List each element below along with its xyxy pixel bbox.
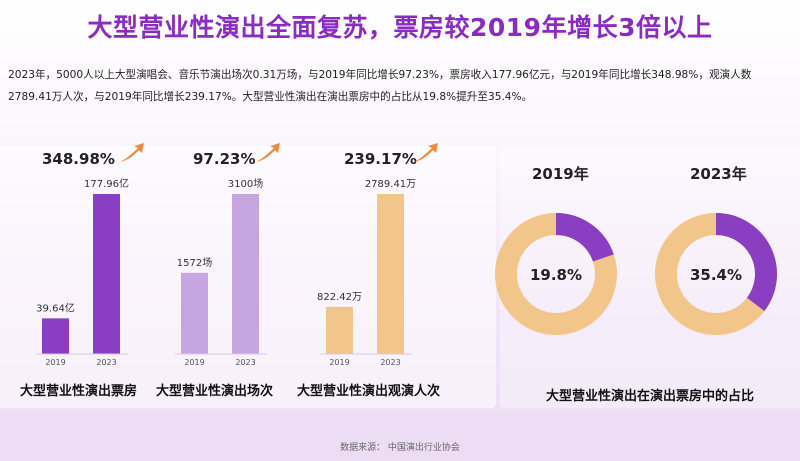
shows-chart-title: 大型营业性演出场次 xyxy=(156,384,274,399)
audience-chart-title: 大型营业性演出观演人次 xyxy=(297,384,441,399)
donut-2023-year: 2023年 xyxy=(690,165,747,183)
revenue-category-label-2019: 2019 xyxy=(45,358,65,367)
shows-value-label-2019: 1572场 xyxy=(177,256,212,269)
page-title: 大型营业性演出全面复苏，票房较2019年增长3倍以上 xyxy=(87,13,713,42)
revenue-bar-2023 xyxy=(93,194,120,354)
donut-share-slice-0 xyxy=(555,213,614,263)
audience-category-label-2023: 2023 xyxy=(380,358,400,367)
shows-bar-2023 xyxy=(232,194,259,354)
donut-center-label-0: 19.8% xyxy=(530,266,582,284)
donut-center-label-1: 35.4% xyxy=(690,266,742,284)
audience-value-label-2023: 2789.41万 xyxy=(365,179,416,190)
revenue-category-label-2023: 2023 xyxy=(96,358,116,367)
audience-growth-label: 239.17% xyxy=(344,150,417,168)
donut-share-slice-1 xyxy=(715,213,777,312)
donut-2019-year: 2019年 xyxy=(532,165,589,183)
data-source: 数据来源： 中国演出行业协会 xyxy=(340,443,460,453)
revenue-bar-2019 xyxy=(42,318,69,354)
audience-bar-2019 xyxy=(326,306,353,354)
shows-growth-arrow-icon xyxy=(256,143,280,162)
audience-bar-2023 xyxy=(377,194,404,354)
shows-category-label-2019: 2019 xyxy=(184,358,204,367)
shows-value-label-2023: 3100场 xyxy=(228,177,263,190)
shows-growth-label: 97.23% xyxy=(193,150,256,168)
donut-charts-panel xyxy=(500,146,800,408)
share-chart-title: 大型营业性演出在演出票房中的占比 xyxy=(545,389,754,404)
shows-bar-2019 xyxy=(181,272,208,354)
revenue-chart-title: 大型营业性演出票房 xyxy=(20,384,138,399)
revenue-value-label-2019: 39.64亿 xyxy=(36,301,75,314)
shows-category-label-2023: 2023 xyxy=(235,358,255,367)
revenue-value-label-2023: 177.96亿 xyxy=(84,177,129,190)
description-text: 2023年，5000人以上大型演唱会、音乐节演出场次0.31万场，与2019年同… xyxy=(8,69,752,103)
audience-category-label-2019: 2019 xyxy=(329,358,349,367)
revenue-growth-arrow-icon xyxy=(120,143,144,162)
audience-growth-arrow-icon xyxy=(414,143,438,162)
audience-value-label-2019: 822.42万 xyxy=(317,292,362,303)
revenue-growth-label: 348.98% xyxy=(42,150,115,168)
